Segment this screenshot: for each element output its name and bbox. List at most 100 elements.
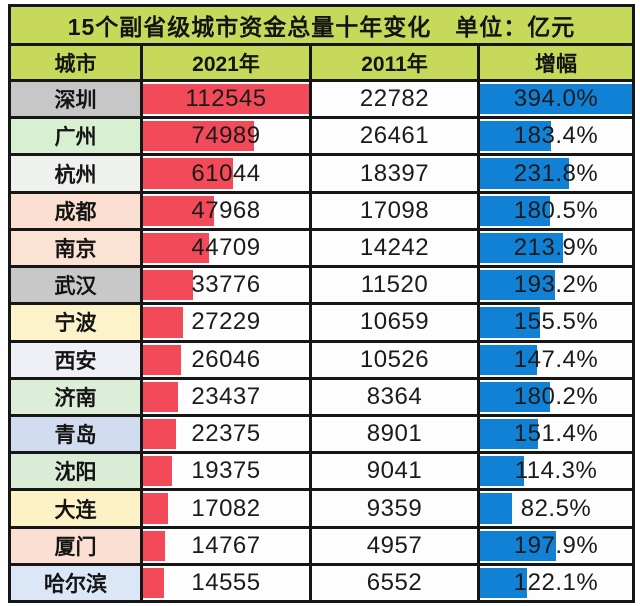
value-2021: 14555 <box>191 568 261 596</box>
column-header-city: 城市 <box>54 52 97 76</box>
bar-growth <box>480 232 563 264</box>
value-2021-cell: 61044 <box>140 156 309 191</box>
growth-value: 147.4% <box>513 345 599 373</box>
value-2021: 23437 <box>191 382 261 410</box>
table-row: 宁波 27229 10659 155.5% <box>11 302 632 340</box>
bar-2021 <box>143 456 172 487</box>
city-cell: 大连 <box>11 491 140 526</box>
table-title: 15个副省级城市资金总量十年变化 单位：亿元 <box>11 7 632 46</box>
value-2011: 9041 <box>366 457 423 485</box>
value-2011: 10526 <box>359 345 430 373</box>
city-name: 武汉 <box>54 275 97 299</box>
value-2011: 22782 <box>359 85 430 113</box>
value-2021: 27229 <box>191 308 261 336</box>
growth-cell: 114.3% <box>477 454 632 489</box>
city-name: 西安 <box>54 349 97 373</box>
bar-growth <box>480 381 550 412</box>
column-header-2021: 2021年 <box>140 46 309 79</box>
growth-cell: 151.4% <box>477 416 632 452</box>
growth-cell: 122.1% <box>477 565 632 601</box>
value-2011: 10659 <box>359 308 430 336</box>
value-2021: 17082 <box>191 494 261 522</box>
city-name: 济南 <box>54 386 97 410</box>
value-2011-cell: 8364 <box>309 379 477 414</box>
value-2011-cell: 9359 <box>309 491 477 526</box>
bar-growth <box>480 270 555 301</box>
value-2021-cell: 112545 <box>140 82 309 117</box>
value-2011: 8901 <box>366 420 423 448</box>
city-cell: 广州 <box>11 119 140 154</box>
city-name: 杭州 <box>54 163 97 187</box>
value-2021: 44709 <box>191 233 261 261</box>
value-2011: 6552 <box>366 568 423 596</box>
column-header-2011: 2011年 <box>309 46 477 79</box>
growth-value: 114.3% <box>514 457 598 485</box>
value-2021-cell: 14555 <box>140 565 309 601</box>
value-2021: 61044 <box>191 159 261 187</box>
city-cell: 南京 <box>11 230 140 266</box>
growth-value: 151.4% <box>513 420 599 448</box>
value-2011: 4957 <box>366 531 423 559</box>
city-name: 成都 <box>54 200 97 224</box>
column-header-growth: 增幅 <box>477 46 632 79</box>
value-2021-cell: 19375 <box>140 454 309 489</box>
table-row: 西安 26046 10526 147.4% <box>11 339 632 377</box>
growth-cell: 155.5% <box>477 305 632 340</box>
growth-cell: 213.9% <box>477 230 632 266</box>
value-2011-cell: 8901 <box>309 416 477 452</box>
city-name: 深圳 <box>54 89 97 113</box>
growth-value: 180.2% <box>513 382 599 410</box>
table-row: 广州 74989 26461 183.4% <box>11 116 632 154</box>
bar-2021 <box>143 418 176 450</box>
bar-2021 <box>143 381 178 412</box>
bar-growth <box>480 195 550 226</box>
city-cell: 成都 <box>11 193 140 228</box>
bar-growth <box>480 344 537 375</box>
city-name: 大连 <box>54 498 97 522</box>
growth-value: 155.5% <box>513 308 599 336</box>
value-2011: 9359 <box>366 494 423 522</box>
city-cell: 哈尔滨 <box>11 565 140 601</box>
bar-2021 <box>143 232 209 264</box>
value-2021: 47968 <box>191 196 261 224</box>
value-2011-cell: 6552 <box>309 565 477 601</box>
city-name: 青岛 <box>54 424 97 448</box>
value-2011-cell: 10659 <box>309 305 477 340</box>
value-2021: 33776 <box>191 271 261 299</box>
city-name: 广州 <box>54 126 97 150</box>
growth-cell: 231.8% <box>477 156 632 191</box>
city-cell: 武汉 <box>11 268 140 303</box>
bar-2021 <box>143 121 254 152</box>
growth-value: 231.8% <box>513 159 599 187</box>
value-2011-cell: 18397 <box>309 156 477 191</box>
city-funds-table: 15个副省级城市资金总量十年变化 单位：亿元 城市 2021年 2011年 增幅… <box>8 4 635 603</box>
bar-2021 <box>143 195 214 226</box>
table-header: 城市 2021年 2011年 增幅 <box>11 46 632 79</box>
value-2011-cell: 10526 <box>309 342 477 377</box>
table-row: 武汉 33776 11520 193.2% <box>11 265 632 303</box>
value-2011-cell: 22782 <box>309 82 477 117</box>
bar-2021 <box>143 530 165 561</box>
bar-growth <box>480 84 632 115</box>
bar-growth <box>480 418 539 450</box>
table-row: 沈阳 19375 9041 114.3% <box>11 451 632 489</box>
table-row: 济南 23437 8364 180.2% <box>11 376 632 414</box>
table-row: 哈尔滨 14555 6552 122.1% <box>11 562 632 601</box>
growth-value: 180.5% <box>513 196 599 224</box>
value-2021: 26046 <box>191 345 261 373</box>
value-2011: 14242 <box>359 233 430 261</box>
value-2011: 18397 <box>359 159 430 187</box>
city-cell: 西安 <box>11 342 140 377</box>
bar-growth <box>480 121 551 152</box>
city-cell: 杭州 <box>11 156 140 191</box>
growth-value: 213.9% <box>513 233 599 261</box>
bar-growth <box>480 567 528 599</box>
table-row: 成都 47968 17098 180.5% <box>11 190 632 228</box>
table-body: 深圳 112545 22782 394.0% 广州 74989 26461 18… <box>11 79 632 601</box>
value-2021-cell: 17082 <box>140 491 309 526</box>
growth-cell: 82.5% <box>477 491 632 526</box>
growth-value: 183.4% <box>513 122 599 150</box>
value-2021-cell: 27229 <box>140 305 309 340</box>
city-name: 南京 <box>54 237 97 261</box>
table-row: 南京 44709 14242 213.9% <box>11 227 632 266</box>
